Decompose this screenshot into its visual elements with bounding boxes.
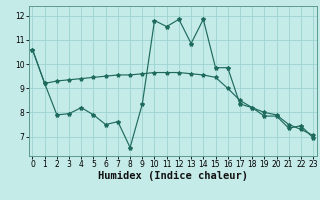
X-axis label: Humidex (Indice chaleur): Humidex (Indice chaleur) — [98, 171, 248, 181]
